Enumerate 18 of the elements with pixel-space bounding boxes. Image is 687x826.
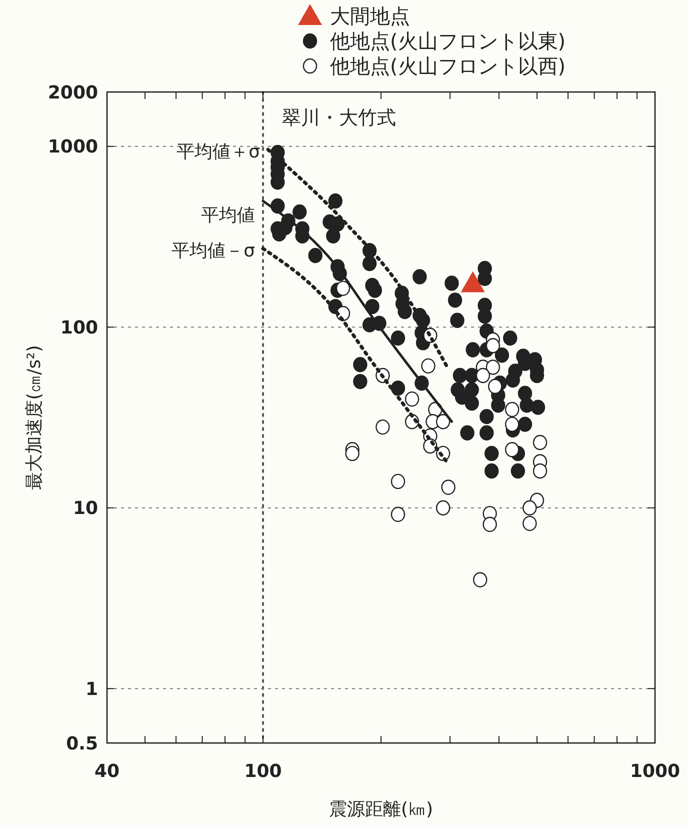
y-axis-title: 最大加速度(㎝/s²) [24,345,45,490]
series-label: 平均値－σ [172,240,255,262]
y-tick-label: 1 [85,678,98,700]
annotation: 翠川・大竹式 [282,107,396,129]
legend-label: 他地点(火山フロント以西) [330,54,566,78]
y-tick-label: 1000 [48,136,98,158]
x-tick-label: 40 [94,761,120,782]
y-tick-label: 2000 [48,82,98,104]
x-tick-label: 1000 [630,761,680,782]
series-label: 平均値＋σ [176,142,260,163]
y-tick-label: 10 [72,498,98,520]
x-tick-label: 100 [244,761,282,782]
legend-label: 大間地点 [330,4,410,28]
legend-label: 他地点(火山フロント以東) [330,29,566,53]
x-axis-title: 震源距離(㎞) [328,799,434,820]
y-tick-label: 100 [60,317,98,338]
series-label: 平均値 [200,204,255,226]
y-tick-label: 0.5 [66,733,98,754]
